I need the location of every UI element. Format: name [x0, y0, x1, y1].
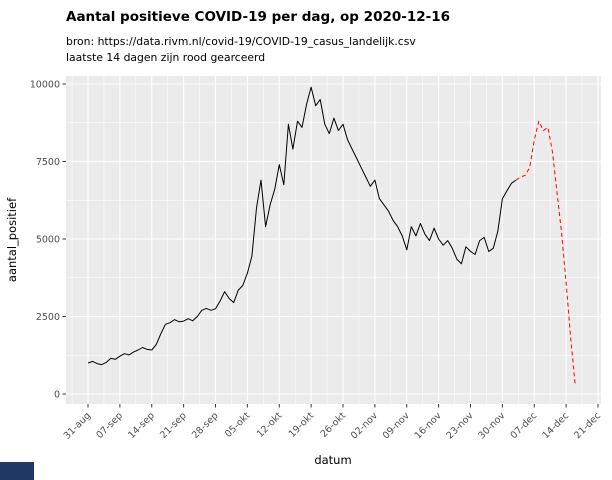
- y-tick-label: 10000: [30, 79, 60, 90]
- plot-panel: 0 2500 5000 7500 10000 31-aug 07-sep 14-sep 21-s…: [30, 76, 603, 442]
- chart-subtitle-note: laatste 14 dagen zijn rood gearceerd: [66, 51, 265, 64]
- x-tick-label: 19-okt: [287, 410, 317, 440]
- y-tick-label: 2500: [36, 312, 60, 323]
- data-line-highlight-dashed: [515, 120, 576, 385]
- x-tick-label: 21-sep: [158, 410, 189, 441]
- x-tick-label: 21-dec: [572, 410, 603, 441]
- data-line-solid: [87, 86, 517, 366]
- x-tick-label: 30-nov: [476, 410, 507, 441]
- x-tick-label: 07-dec: [509, 410, 540, 441]
- x-tick-label: 31-aug: [62, 410, 93, 441]
- y-tick-label: 7500: [36, 157, 60, 168]
- x-tick-label: 09-nov: [381, 410, 412, 441]
- x-tick-label: 12-okt: [255, 410, 285, 440]
- y-axis-title: aantal_positief: [5, 197, 19, 282]
- x-tick-label: 28-sep: [190, 410, 221, 441]
- x-tick-label: 02-nov: [349, 410, 380, 441]
- y-tick-label: 5000: [36, 234, 60, 245]
- x-tick-label: 26-okt: [319, 410, 349, 440]
- x-tick-label: 14-dec: [540, 410, 571, 441]
- x-tick-label: 23-nov: [445, 410, 476, 441]
- x-tick-label: 05-okt: [223, 410, 253, 440]
- chart-title: Aantal positieve COVID-19 per dag, op 20…: [66, 9, 450, 25]
- window-corner-fragment: [0, 462, 34, 480]
- chart-subtitle-source: bron: https://data.rivm.nl/covid-19/COVI…: [66, 35, 416, 48]
- plot-panel-background: [66, 76, 601, 404]
- y-tick-label: 0: [54, 389, 60, 400]
- x-tick-label: 14-sep: [126, 410, 157, 441]
- x-tick-label: 16-nov: [413, 410, 444, 441]
- x-axis-title: datum: [314, 453, 351, 467]
- x-tick-label: 07-sep: [94, 410, 125, 441]
